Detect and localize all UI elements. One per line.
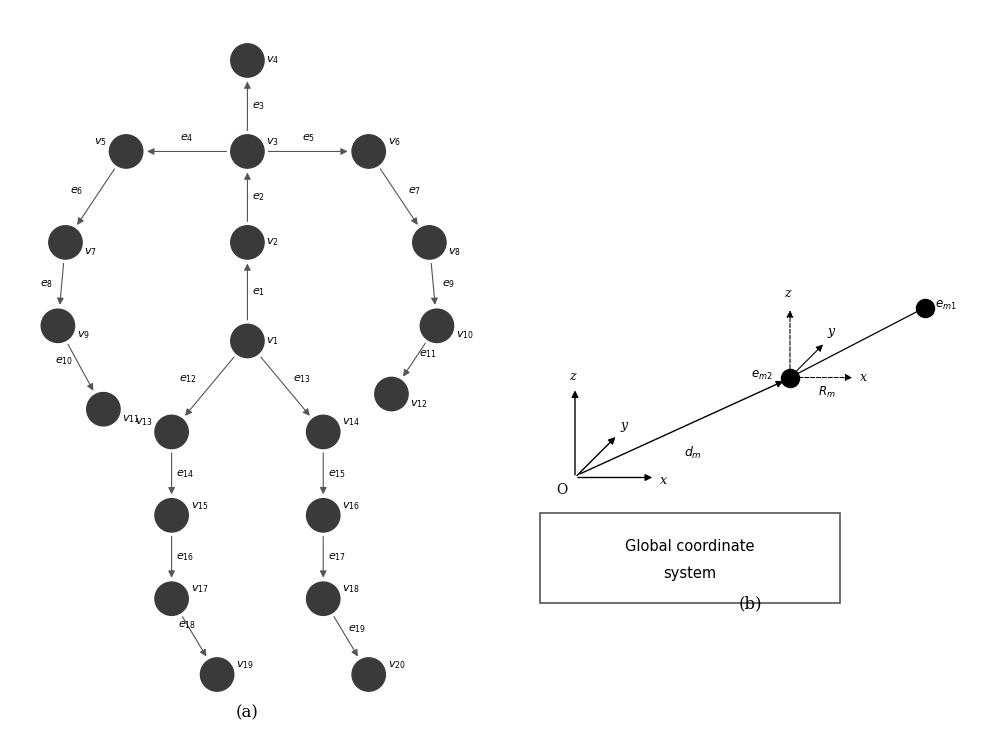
Text: $d_m$: $d_m$	[684, 445, 701, 461]
Circle shape	[155, 582, 188, 616]
Text: $v_{13}$: $v_{13}$	[135, 416, 153, 428]
Circle shape	[420, 309, 454, 343]
Text: $v_{3}$: $v_{3}$	[266, 136, 279, 148]
Text: $v_{5}$: $v_{5}$	[94, 136, 107, 148]
Circle shape	[109, 135, 143, 168]
Text: z: z	[784, 287, 791, 300]
Text: $e_{m1}$: $e_{m1}$	[935, 298, 957, 311]
Text: $e_{10}$: $e_{10}$	[55, 356, 73, 368]
Circle shape	[375, 377, 408, 411]
Text: y: y	[620, 419, 627, 433]
Text: $v_{10}$: $v_{10}$	[456, 329, 474, 341]
Text: $e_{14}$: $e_{14}$	[176, 468, 194, 479]
Text: z: z	[569, 370, 576, 382]
Circle shape	[231, 135, 264, 168]
Text: $v_{18}$: $v_{18}$	[342, 583, 360, 595]
Text: $e_{8}$: $e_{8}$	[40, 278, 53, 290]
Text: y: y	[828, 325, 835, 338]
Circle shape	[41, 309, 75, 343]
Text: $v_{8}$: $v_{8}$	[448, 246, 461, 258]
Text: $e_{7}$: $e_{7}$	[408, 185, 421, 196]
Text: $e_{13}$: $e_{13}$	[293, 373, 311, 385]
Text: $v_{16}$: $v_{16}$	[342, 500, 360, 512]
Text: $e_{18}$: $e_{18}$	[178, 620, 196, 632]
Text: (b): (b)	[738, 596, 762, 613]
Text: $e_{6}$: $e_{6}$	[70, 185, 83, 196]
Text: $e_{1}$: $e_{1}$	[252, 286, 265, 298]
Text: system: system	[663, 566, 717, 581]
Circle shape	[155, 499, 188, 532]
Text: x: x	[660, 473, 667, 487]
Text: $v_{7}$: $v_{7}$	[84, 246, 97, 258]
Text: $e_{5}$: $e_{5}$	[302, 132, 315, 144]
Circle shape	[87, 392, 120, 426]
Text: $v_{6}$: $v_{6}$	[388, 136, 401, 148]
Text: $e_{3}$: $e_{3}$	[252, 100, 265, 112]
Text: O: O	[556, 482, 568, 496]
Text: $v_{14}$: $v_{14}$	[342, 416, 360, 428]
Text: $v_{17}$: $v_{17}$	[191, 583, 208, 595]
Text: $v_{19}$: $v_{19}$	[236, 659, 254, 670]
Text: $e_{11}$: $e_{11}$	[419, 348, 437, 360]
Circle shape	[352, 658, 385, 692]
Text: $e_{12}$: $e_{12}$	[179, 373, 197, 385]
Text: $v_{9}$: $v_{9}$	[77, 329, 90, 341]
Text: $e_{9}$: $e_{9}$	[442, 278, 455, 290]
Circle shape	[352, 135, 385, 168]
Text: $e_{17}$: $e_{17}$	[328, 551, 346, 563]
Circle shape	[155, 416, 188, 448]
Circle shape	[49, 226, 82, 259]
Circle shape	[307, 582, 340, 616]
Text: x: x	[860, 371, 867, 384]
Text: $e_{19}$: $e_{19}$	[348, 623, 366, 635]
Text: $v_{20}$: $v_{20}$	[388, 659, 406, 670]
Circle shape	[231, 324, 264, 358]
Circle shape	[307, 499, 340, 532]
Circle shape	[200, 658, 234, 692]
Text: $v_{11}$: $v_{11}$	[122, 413, 140, 424]
Text: $R_m$: $R_m$	[818, 385, 835, 400]
Text: $v_{4}$: $v_{4}$	[266, 55, 280, 67]
Text: $e_{m2}$: $e_{m2}$	[751, 368, 772, 382]
Text: Global coordinate: Global coordinate	[625, 539, 755, 554]
Text: $v_{2}$: $v_{2}$	[266, 236, 279, 248]
Text: $v_{15}$: $v_{15}$	[191, 500, 208, 512]
Circle shape	[231, 44, 264, 77]
Text: $e_{4}$: $e_{4}$	[180, 132, 193, 144]
Text: $e_{16}$: $e_{16}$	[176, 551, 194, 563]
Circle shape	[307, 416, 340, 448]
Text: $e_{2}$: $e_{2}$	[252, 191, 265, 202]
Text: (a): (a)	[236, 705, 259, 722]
Text: $v_{12}$: $v_{12}$	[410, 398, 428, 410]
Text: $e_{15}$: $e_{15}$	[328, 468, 346, 479]
Text: $v_{1}$: $v_{1}$	[266, 335, 279, 346]
Circle shape	[231, 226, 264, 259]
FancyBboxPatch shape	[540, 512, 840, 602]
Circle shape	[413, 226, 446, 259]
